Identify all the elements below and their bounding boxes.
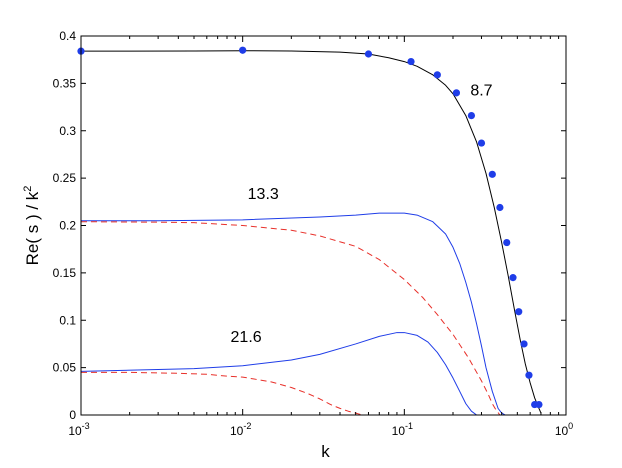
data-point-marker bbox=[509, 274, 517, 282]
y-axis-title-main: Re( s ) / k bbox=[23, 191, 42, 265]
x-tick-label: 100 bbox=[555, 421, 573, 438]
data-point-marker bbox=[520, 340, 528, 348]
curve-annotation: 21.6 bbox=[231, 329, 262, 346]
data-point-marker bbox=[407, 57, 415, 66]
curve-annotation: 13.3 bbox=[248, 186, 279, 203]
x-axis-title: k bbox=[321, 442, 330, 461]
y-tick-label: 0.2 bbox=[59, 219, 76, 233]
series-line-0 bbox=[81, 50, 542, 414]
x-tick-exponent: -3 bbox=[82, 421, 90, 431]
series-line-4 bbox=[81, 332, 477, 415]
data-point-marker bbox=[467, 111, 476, 120]
y-axis-title: Re( s ) / k2 bbox=[22, 186, 42, 266]
y-tick-label: 0.05 bbox=[53, 361, 77, 375]
series-line-2 bbox=[81, 212, 506, 415]
ticks-layer bbox=[80, 35, 567, 416]
series-line-3 bbox=[81, 221, 501, 415]
data-point-marker bbox=[488, 170, 496, 178]
series-layer bbox=[81, 50, 542, 415]
x-tick-base: 10 bbox=[230, 424, 244, 438]
curve-annotation: 8.7 bbox=[470, 83, 492, 100]
marker-layer bbox=[77, 46, 543, 409]
y-tick-label: 0 bbox=[69, 408, 76, 422]
data-point-marker bbox=[496, 203, 504, 212]
data-point-marker bbox=[452, 89, 461, 97]
x-tick-label: 10-3 bbox=[68, 421, 89, 438]
data-point-marker bbox=[477, 139, 486, 147]
plot-frame bbox=[80, 35, 567, 416]
x-tick-base: 10 bbox=[68, 424, 82, 438]
x-tick-label: 10-2 bbox=[230, 421, 251, 438]
data-point-marker bbox=[515, 308, 523, 316]
x-tick-base: 10 bbox=[555, 424, 569, 438]
labels-layer: 00.050.10.150.20.250.30.350.410-3 10-2 10-… bbox=[53, 29, 574, 438]
data-point-marker bbox=[503, 238, 511, 247]
data-point-marker bbox=[239, 46, 247, 54]
y-tick-label: 0.4 bbox=[59, 29, 76, 43]
y-tick-label: 0.1 bbox=[59, 313, 76, 327]
x-tick-exponent: -2 bbox=[243, 421, 251, 431]
y-tick-label: 0.25 bbox=[53, 171, 77, 185]
data-point-marker bbox=[525, 371, 533, 379]
data-point-marker bbox=[535, 400, 543, 409]
annotation-layer: 8.7 13.3 21.6 bbox=[231, 83, 493, 346]
y-axis-title-exponent: 2 bbox=[22, 186, 34, 192]
x-tick-exponent: 0 bbox=[568, 421, 573, 431]
data-point-marker bbox=[433, 71, 441, 79]
x-tick-label: 10-1 bbox=[392, 421, 413, 438]
data-point-marker bbox=[364, 50, 373, 58]
y-tick-label: 0.15 bbox=[53, 266, 77, 280]
x-tick-exponent: -1 bbox=[405, 421, 413, 431]
y-tick-label: 0.3 bbox=[59, 124, 76, 138]
series-line-5 bbox=[81, 371, 363, 415]
x-tick-base: 10 bbox=[392, 424, 406, 438]
y-tick-label: 0.35 bbox=[53, 76, 77, 90]
